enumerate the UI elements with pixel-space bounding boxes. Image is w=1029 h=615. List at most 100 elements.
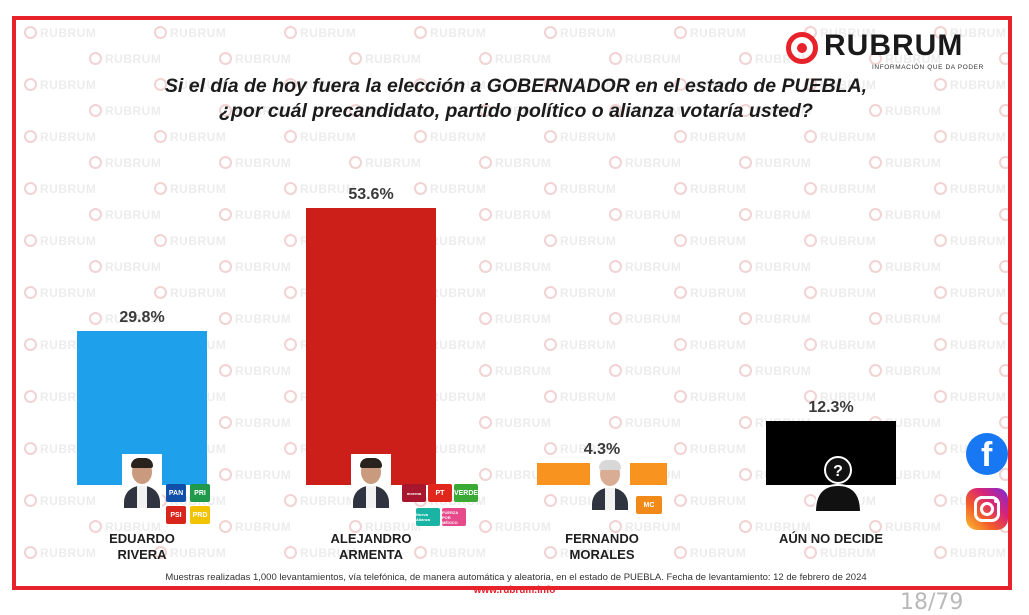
value-label-armenta: 53.6% (348, 186, 394, 203)
watermark-text: RUBRUM (219, 416, 291, 430)
armenta-party-logo: morena (402, 484, 426, 502)
watermark-text: RUBRUM (154, 182, 226, 196)
watermark-text: RUBRUM (674, 234, 746, 248)
watermark-text: RUBRUM (24, 494, 96, 508)
watermark-text: RUBRUM (739, 260, 811, 274)
watermark-text: RUBRUM (999, 156, 1008, 170)
facebook-icon[interactable]: f (966, 433, 1008, 475)
watermark-text: RUBRUM (414, 26, 486, 40)
watermark-text: RUBRUM (804, 546, 876, 560)
watermark-text: RUBRUM (999, 416, 1008, 430)
watermark-text: RUBRUM (349, 156, 421, 170)
watermark-text: RUBRUM (674, 338, 746, 352)
candidate-photo-morales (590, 456, 630, 510)
rivera-party-logo: PSI (166, 506, 186, 524)
watermark-text: RUBRUM (869, 312, 941, 326)
watermark-text: RUBRUM (544, 130, 616, 144)
watermark-text: RUBRUM (284, 494, 356, 508)
chart-title: Si el día de hoy fuera la elección a GOB… (76, 74, 956, 124)
watermark-text: RUBRUM (999, 260, 1008, 274)
watermark-text: RUBRUM (674, 26, 746, 40)
category-label-rivera: EDUARDO RIVERA (67, 531, 217, 563)
category-label-line: ARMENTA (338, 547, 404, 562)
watermark-text: RUBRUM (219, 364, 291, 378)
watermark-text: RUBRUM (219, 312, 291, 326)
watermark-text: RUBRUM (154, 286, 226, 300)
armenta-party-logo: VERDE (454, 484, 478, 502)
watermark-text: RUBRUM (674, 442, 746, 456)
watermark-text: RUBRUM (609, 52, 681, 66)
watermark-text: RUBRUM (999, 468, 1008, 482)
bar-armenta (306, 208, 436, 485)
rivera-party-logo: PAN (166, 484, 186, 502)
category-label-line: RIVERA (117, 547, 167, 562)
methodology-footnote: Muestras realizadas 1,000 levantamientos… (165, 572, 867, 583)
brand-tagline: INFORMACIÓN QUE DA PODER (872, 64, 984, 71)
watermark-text: RUBRUM (739, 312, 811, 326)
brand-logo-icon (786, 32, 818, 64)
watermark-text: RUBRUM (219, 52, 291, 66)
watermark-text: RUBRUM (479, 156, 551, 170)
watermark-text: RUBRUM (284, 130, 356, 144)
watermark-text: RUBRUM (674, 182, 746, 196)
watermark-text: RUBRUM (804, 234, 876, 248)
watermark-text: RUBRUM (869, 208, 941, 222)
watermark-text: RUBRUM (479, 312, 551, 326)
watermark-text: RUBRUM (89, 156, 161, 170)
rivera-party-logo: PRD (190, 506, 210, 524)
category-label-line: ALEJANDRO (330, 531, 412, 546)
watermark-text: RUBRUM (999, 208, 1008, 222)
watermark-text: RUBRUM (609, 156, 681, 170)
chart-title-line-1: Si el día de hoy fuera la elección a GOB… (164, 75, 868, 97)
watermark-text: RUBRUM (609, 364, 681, 378)
watermark-text: RUBRUM (154, 130, 226, 144)
category-label-line: AÚN NO DECIDE (778, 531, 883, 546)
watermark-text: RUBRUM (934, 130, 1006, 144)
watermark-text: RUBRUM (24, 182, 96, 196)
watermark-text: RUBRUM (999, 52, 1008, 66)
watermark-text: RUBRUM (219, 468, 291, 482)
watermark-text: RUBRUM (934, 182, 1006, 196)
instagram-icon[interactable] (966, 488, 1008, 530)
watermark-text: RUBRUM (934, 546, 1006, 560)
watermark-text: RUBRUM (544, 26, 616, 40)
watermark-text: RUBRUM (479, 52, 551, 66)
candidate-photo-armenta (351, 454, 391, 508)
armenta-party-logo: FUERZA POR MÉXICO (442, 508, 466, 526)
watermark-text: RUBRUM (869, 260, 941, 274)
candidate-photo-rivera (122, 454, 162, 508)
watermark-text: RUBRUM (349, 52, 421, 66)
watermark-text: RUBRUM (219, 208, 291, 222)
category-label-line: MORALES (569, 547, 635, 562)
brand-name: RUBRUM (824, 29, 964, 62)
watermark-text: RUBRUM (89, 52, 161, 66)
value-label-undecided: 12.3% (808, 399, 854, 416)
chart-frame: RUBRUM RUBRUM RUBRUM RUBRUM RUBRUM RUBRUM RUBR… (12, 16, 1012, 590)
watermark-text: RUBRUM (804, 338, 876, 352)
watermark-text: RUBRUM (934, 390, 1006, 404)
watermark-text: RUBRUM (934, 234, 1006, 248)
rivera-party-logo: PRI (190, 484, 210, 502)
watermark-text: RUBRUM (609, 260, 681, 274)
watermark-text: RUBRUM (674, 286, 746, 300)
website-link[interactable]: www.rubrum.info (473, 585, 556, 596)
watermark-text: RUBRUM (999, 364, 1008, 378)
value-label-morales: 4.3% (583, 441, 621, 458)
watermark-text: RUBRUM (544, 338, 616, 352)
armenta-party-logo: Nueva Alianza (416, 508, 440, 526)
watermark-text: RUBRUM (804, 130, 876, 144)
category-label-armenta: ALEJANDRO ARMENTA (296, 531, 446, 563)
watermark-text: RUBRUM (674, 494, 746, 508)
watermark-text: RUBRUM (479, 208, 551, 222)
watermark-text: RUBRUM (869, 156, 941, 170)
morales-party-logo: MC (636, 496, 662, 514)
watermark-text: RUBRUM (479, 364, 551, 378)
watermark-text: RUBRUM (999, 104, 1008, 118)
watermark-text: RUBRUM (24, 130, 96, 144)
watermark-text: RUBRUM (999, 312, 1008, 326)
watermark-text: RUBRUM (804, 182, 876, 196)
watermark-text: RUBRUM (674, 390, 746, 404)
watermark-text: RUBRUM (739, 208, 811, 222)
watermark-text: RUBRUM (219, 260, 291, 274)
watermark-text: RUBRUM (219, 156, 291, 170)
